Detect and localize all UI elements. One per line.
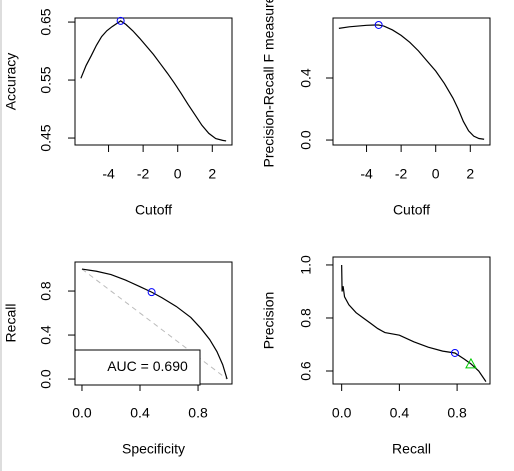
y-tick-label: 0.6 (298, 361, 314, 381)
y-tick-label: 0.4 (38, 325, 54, 345)
marker (450, 348, 459, 357)
y-tick-label: 0.55 (38, 66, 54, 93)
plot-box (332, 17, 491, 146)
y-axis-label: Precision-Recall F measure (261, 0, 277, 167)
data-line (80, 20, 227, 142)
data-line (341, 264, 487, 382)
x-tick-label: 0.8 (188, 405, 208, 421)
x-tick-label: 0.0 (332, 405, 352, 421)
x-tick-label: 0 (174, 166, 182, 182)
y-axis-label: Accuracy (3, 53, 19, 111)
x-axis-label: Specificity (122, 441, 185, 457)
x-axis-label: Cutoff (135, 202, 172, 218)
y-axis-label: Precision (261, 292, 277, 350)
x-axis-label: Cutoff (393, 202, 430, 218)
data-line (338, 24, 485, 140)
y-tick-label: 0.45 (38, 124, 54, 151)
marker (147, 288, 156, 297)
legend-box (74, 349, 201, 386)
plot-box (74, 17, 233, 146)
x-tick-label: 2 (208, 166, 216, 182)
x-tick-label: -4 (102, 166, 115, 182)
reference-line (81, 268, 228, 380)
data-line (81, 268, 228, 380)
x-tick-label: -2 (395, 166, 408, 182)
y-tick-label: 0.4 (298, 68, 314, 88)
marker (374, 20, 383, 29)
y-tick-label: 0.0 (298, 130, 314, 150)
marker (116, 16, 125, 25)
x-tick-label: 0.4 (130, 405, 150, 421)
x-tick-label: 0.8 (447, 405, 467, 421)
y-tick-label: 0.0 (38, 369, 54, 389)
x-tick-label: 2 (466, 166, 474, 182)
marker (465, 357, 477, 369)
legend-text: AUC = 0.690 (107, 358, 188, 374)
y-axis-label: Recall (3, 304, 19, 343)
x-tick-label: -2 (137, 166, 150, 182)
plot-box (332, 256, 491, 385)
x-tick-label: 0.4 (390, 405, 410, 421)
x-tick-label: -4 (360, 166, 373, 182)
y-tick-label: 0.65 (38, 8, 54, 35)
y-tick-label: 0.8 (38, 281, 54, 301)
y-tick-label: 0.8 (298, 308, 314, 328)
x-tick-label: 0 (432, 166, 440, 182)
y-tick-label: 1.0 (298, 255, 314, 275)
x-axis-label: Recall (392, 441, 431, 457)
x-tick-label: 0.0 (72, 405, 92, 421)
